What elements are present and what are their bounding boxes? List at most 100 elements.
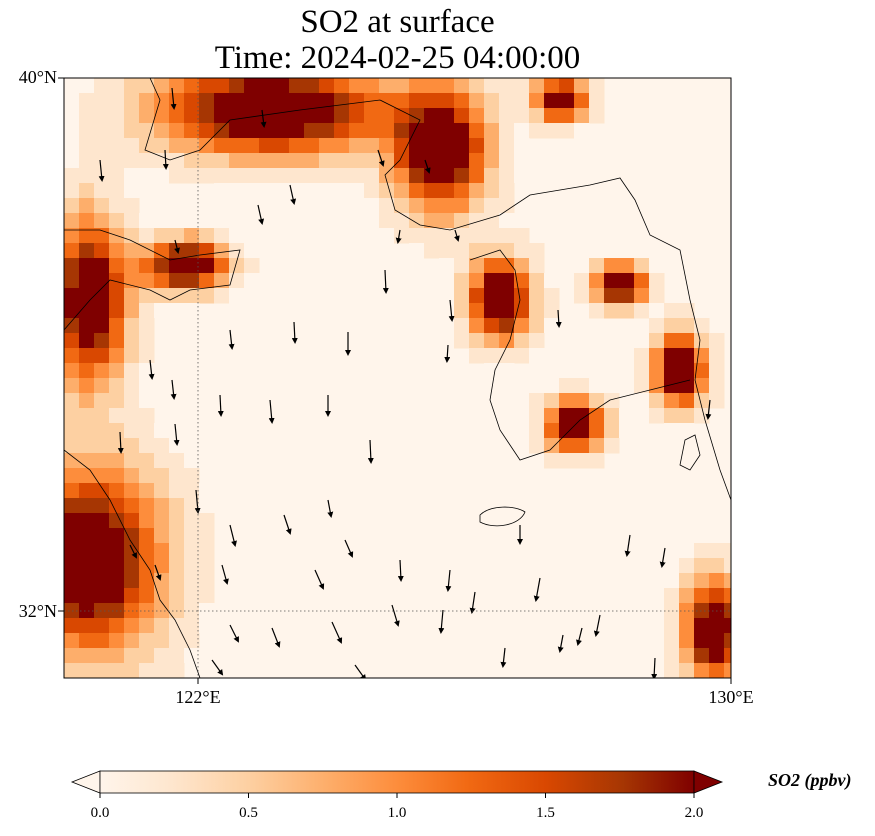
so2-cell: [559, 393, 575, 409]
so2-cell: [319, 138, 335, 154]
so2-cell: [139, 333, 155, 349]
so2-cell: [664, 633, 680, 649]
so2-cell: [79, 333, 95, 349]
so2-cell: [514, 168, 530, 184]
so2-cell: [94, 618, 110, 634]
so2-cell: [544, 273, 560, 289]
so2-cell: [154, 123, 170, 139]
so2-cell: [79, 363, 95, 379]
so2-cell: [94, 348, 110, 364]
so2-cell: [229, 123, 245, 139]
so2-cell: [484, 183, 500, 199]
so2-cell: [679, 393, 695, 409]
so2-cell: [679, 378, 695, 394]
so2-cell: [139, 603, 155, 619]
so2-cell: [64, 273, 80, 289]
so2-cell: [679, 558, 695, 574]
so2-cell: [109, 453, 125, 469]
so2-cell: [184, 273, 200, 289]
so2-cell: [64, 153, 80, 169]
so2-cell: [79, 633, 95, 649]
wind-arrow: [395, 229, 402, 244]
so2-cell: [469, 228, 485, 244]
so2-cell: [499, 153, 515, 169]
so2-cell: [94, 648, 110, 664]
so2-cell: [79, 528, 95, 544]
so2-cell: [349, 108, 365, 124]
so2-cell: [184, 618, 200, 634]
so2-cell: [499, 183, 515, 199]
so2-cell: [79, 183, 95, 199]
so2-cell: [139, 573, 155, 589]
so2-cell: [439, 288, 455, 304]
so2-cell: [574, 378, 590, 394]
so2-cell: [679, 543, 695, 559]
so2-cell: [229, 228, 245, 244]
so2-cell: [79, 228, 95, 244]
so2-field: [64, 78, 731, 678]
so2-cell: [499, 198, 515, 214]
so2-cell: [184, 123, 200, 139]
so2-cell: [154, 168, 170, 184]
so2-cell: [184, 468, 200, 484]
so2-cell: [124, 198, 140, 214]
so2-cell: [109, 513, 125, 529]
so2-cell: [484, 333, 500, 349]
so2-cell: [604, 243, 620, 259]
so2-cell: [664, 393, 680, 409]
so2-cell: [94, 258, 110, 274]
so2-cell: [364, 198, 380, 214]
so2-cell: [664, 318, 680, 334]
so2-cell: [139, 393, 155, 409]
so2-cell: [109, 438, 125, 454]
so2-cell: [184, 303, 200, 319]
wind-arrow: [593, 614, 601, 637]
so2-cell: [484, 78, 500, 94]
so2-cell: [529, 93, 545, 109]
so2-cell: [79, 273, 95, 289]
so2-cell: [169, 543, 185, 559]
so2-cell: [649, 333, 665, 349]
so2-cell: [634, 333, 650, 349]
so2-cell: [454, 183, 470, 199]
so2-cell: [439, 258, 455, 274]
so2-cell: [154, 243, 170, 259]
so2-cell: [394, 123, 410, 139]
so2-cell: [64, 183, 80, 199]
so2-cell: [184, 483, 200, 499]
so2-cell: [289, 138, 305, 154]
so2-cell: [634, 378, 650, 394]
so2-cell: [619, 288, 635, 304]
wind-arrow: [448, 299, 455, 322]
so2-cell: [469, 348, 485, 364]
so2-cell: [199, 123, 215, 139]
so2-cell: [394, 108, 410, 124]
so2-cell: [574, 423, 590, 439]
so2-cell: [694, 648, 710, 664]
so2-cell: [274, 138, 290, 154]
wind-arrow: [268, 399, 275, 424]
so2-cell: [424, 153, 440, 169]
so2-cell: [604, 423, 620, 439]
so2-cell: [724, 633, 731, 649]
so2-cell: [184, 528, 200, 544]
so2-cell: [349, 183, 365, 199]
so2-cell: [439, 273, 455, 289]
so2-cell: [664, 408, 680, 424]
so2-cell: [319, 123, 335, 139]
so2-cell: [79, 663, 95, 678]
so2-cell: [334, 168, 350, 184]
so2-cell: [94, 663, 110, 678]
so2-cell: [229, 93, 245, 109]
so2-cell: [304, 78, 320, 94]
so2-cell: [109, 153, 125, 169]
so2-cell: [199, 153, 215, 169]
so2-cell: [394, 198, 410, 214]
so2-cell: [454, 138, 470, 154]
so2-cell: [184, 543, 200, 559]
so2-cell: [694, 333, 710, 349]
so2-cell: [139, 648, 155, 664]
so2-cell: [109, 363, 125, 379]
so2-cell: [469, 168, 485, 184]
so2-cell: [199, 603, 215, 619]
